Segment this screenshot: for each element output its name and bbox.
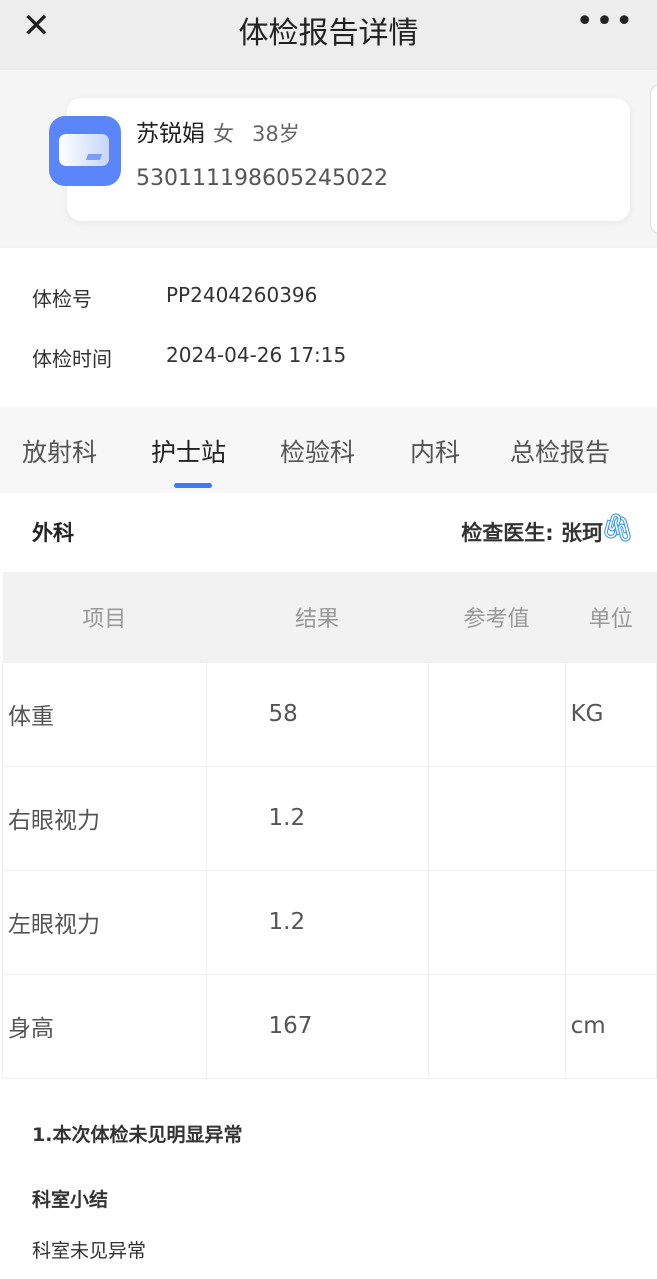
tab-nurse-station[interactable]: 护士站 [151,433,226,488]
doctor-name: 检查医生: 张珂 [461,521,603,545]
result: 1.2 [205,765,429,871]
exam-number-label: 体检号 [32,287,92,311]
result: 167 [205,973,429,1079]
item: 体重 [2,661,207,767]
exam-time: 2024-04-26 17:15 [166,343,347,367]
results-table: 项目 结果 参考值 单位 体重 58 KG 右眼视力 1.2 左眼视力 1.2 身高 16… [2,572,657,1079]
exam-number: PP2404260396 [166,283,318,307]
next-card-edge[interactable] [650,84,657,234]
department-tabs: 放射科 护士站 检验科 内科 总检报告 [0,407,657,493]
summary-text: 科室未见异常 [32,1240,147,1262]
patient-card-area [0,70,657,248]
table-row: 身高 167 cm [2,973,657,1079]
more-icon[interactable]: ••• [575,4,635,39]
col-header: 项目 [2,572,206,662]
tab-internal-medicine[interactable]: 内科 [410,438,461,467]
reference [427,869,566,975]
id-card-icon [49,116,121,186]
patient-age: 38岁 [252,122,300,146]
close-icon[interactable]: ✕ [22,6,51,46]
reference [427,765,566,871]
tab-laboratory[interactable]: 检验科 [280,438,356,467]
paperclip-icon[interactable]: 🖇 [599,511,635,544]
patient-card[interactable] [67,98,630,221]
conclusion: 1.本次体检未见明显异常 [32,1124,243,1146]
page-title: 体检报告详情 [238,16,419,51]
exam-info: 体检号 PP2404260396 体检时间 2024-04-26 17:15 [0,248,657,407]
table-row: 右眼视力 1.2 [2,765,657,871]
tab-summary-report[interactable]: 总检报告 [510,438,611,467]
header: ✕ 体检报告详情 ••• [0,0,657,70]
unit [564,869,657,975]
tab-radiology[interactable]: 放射科 [22,438,98,467]
department-name: 外科 [32,521,74,545]
reference [427,973,566,1079]
reference [427,661,566,767]
col-header: 单位 [565,572,657,662]
result: 1.2 [205,869,429,975]
patient-name: 苏锐娟 [136,121,205,147]
patient-id-number: 530111198605245022 [136,166,388,191]
patient-gender: 女 [213,122,234,146]
col-header: 参考值 [428,572,566,662]
table-row: 左眼视力 1.2 [2,869,657,975]
unit [564,765,657,871]
section-header: 外科 检查医生: 张珂 🖇 [0,493,657,571]
item: 左眼视力 [2,869,207,975]
item: 右眼视力 [2,765,207,871]
col-header: 结果 [206,572,428,662]
table-row: 体重 58 KG [2,661,657,767]
summary-title: 科室小结 [32,1189,109,1211]
item: 身高 [2,973,207,1079]
unit: KG [564,661,657,767]
unit: cm [564,973,657,1079]
result: 58 [205,661,429,767]
exam-time-label: 体检时间 [32,347,112,371]
